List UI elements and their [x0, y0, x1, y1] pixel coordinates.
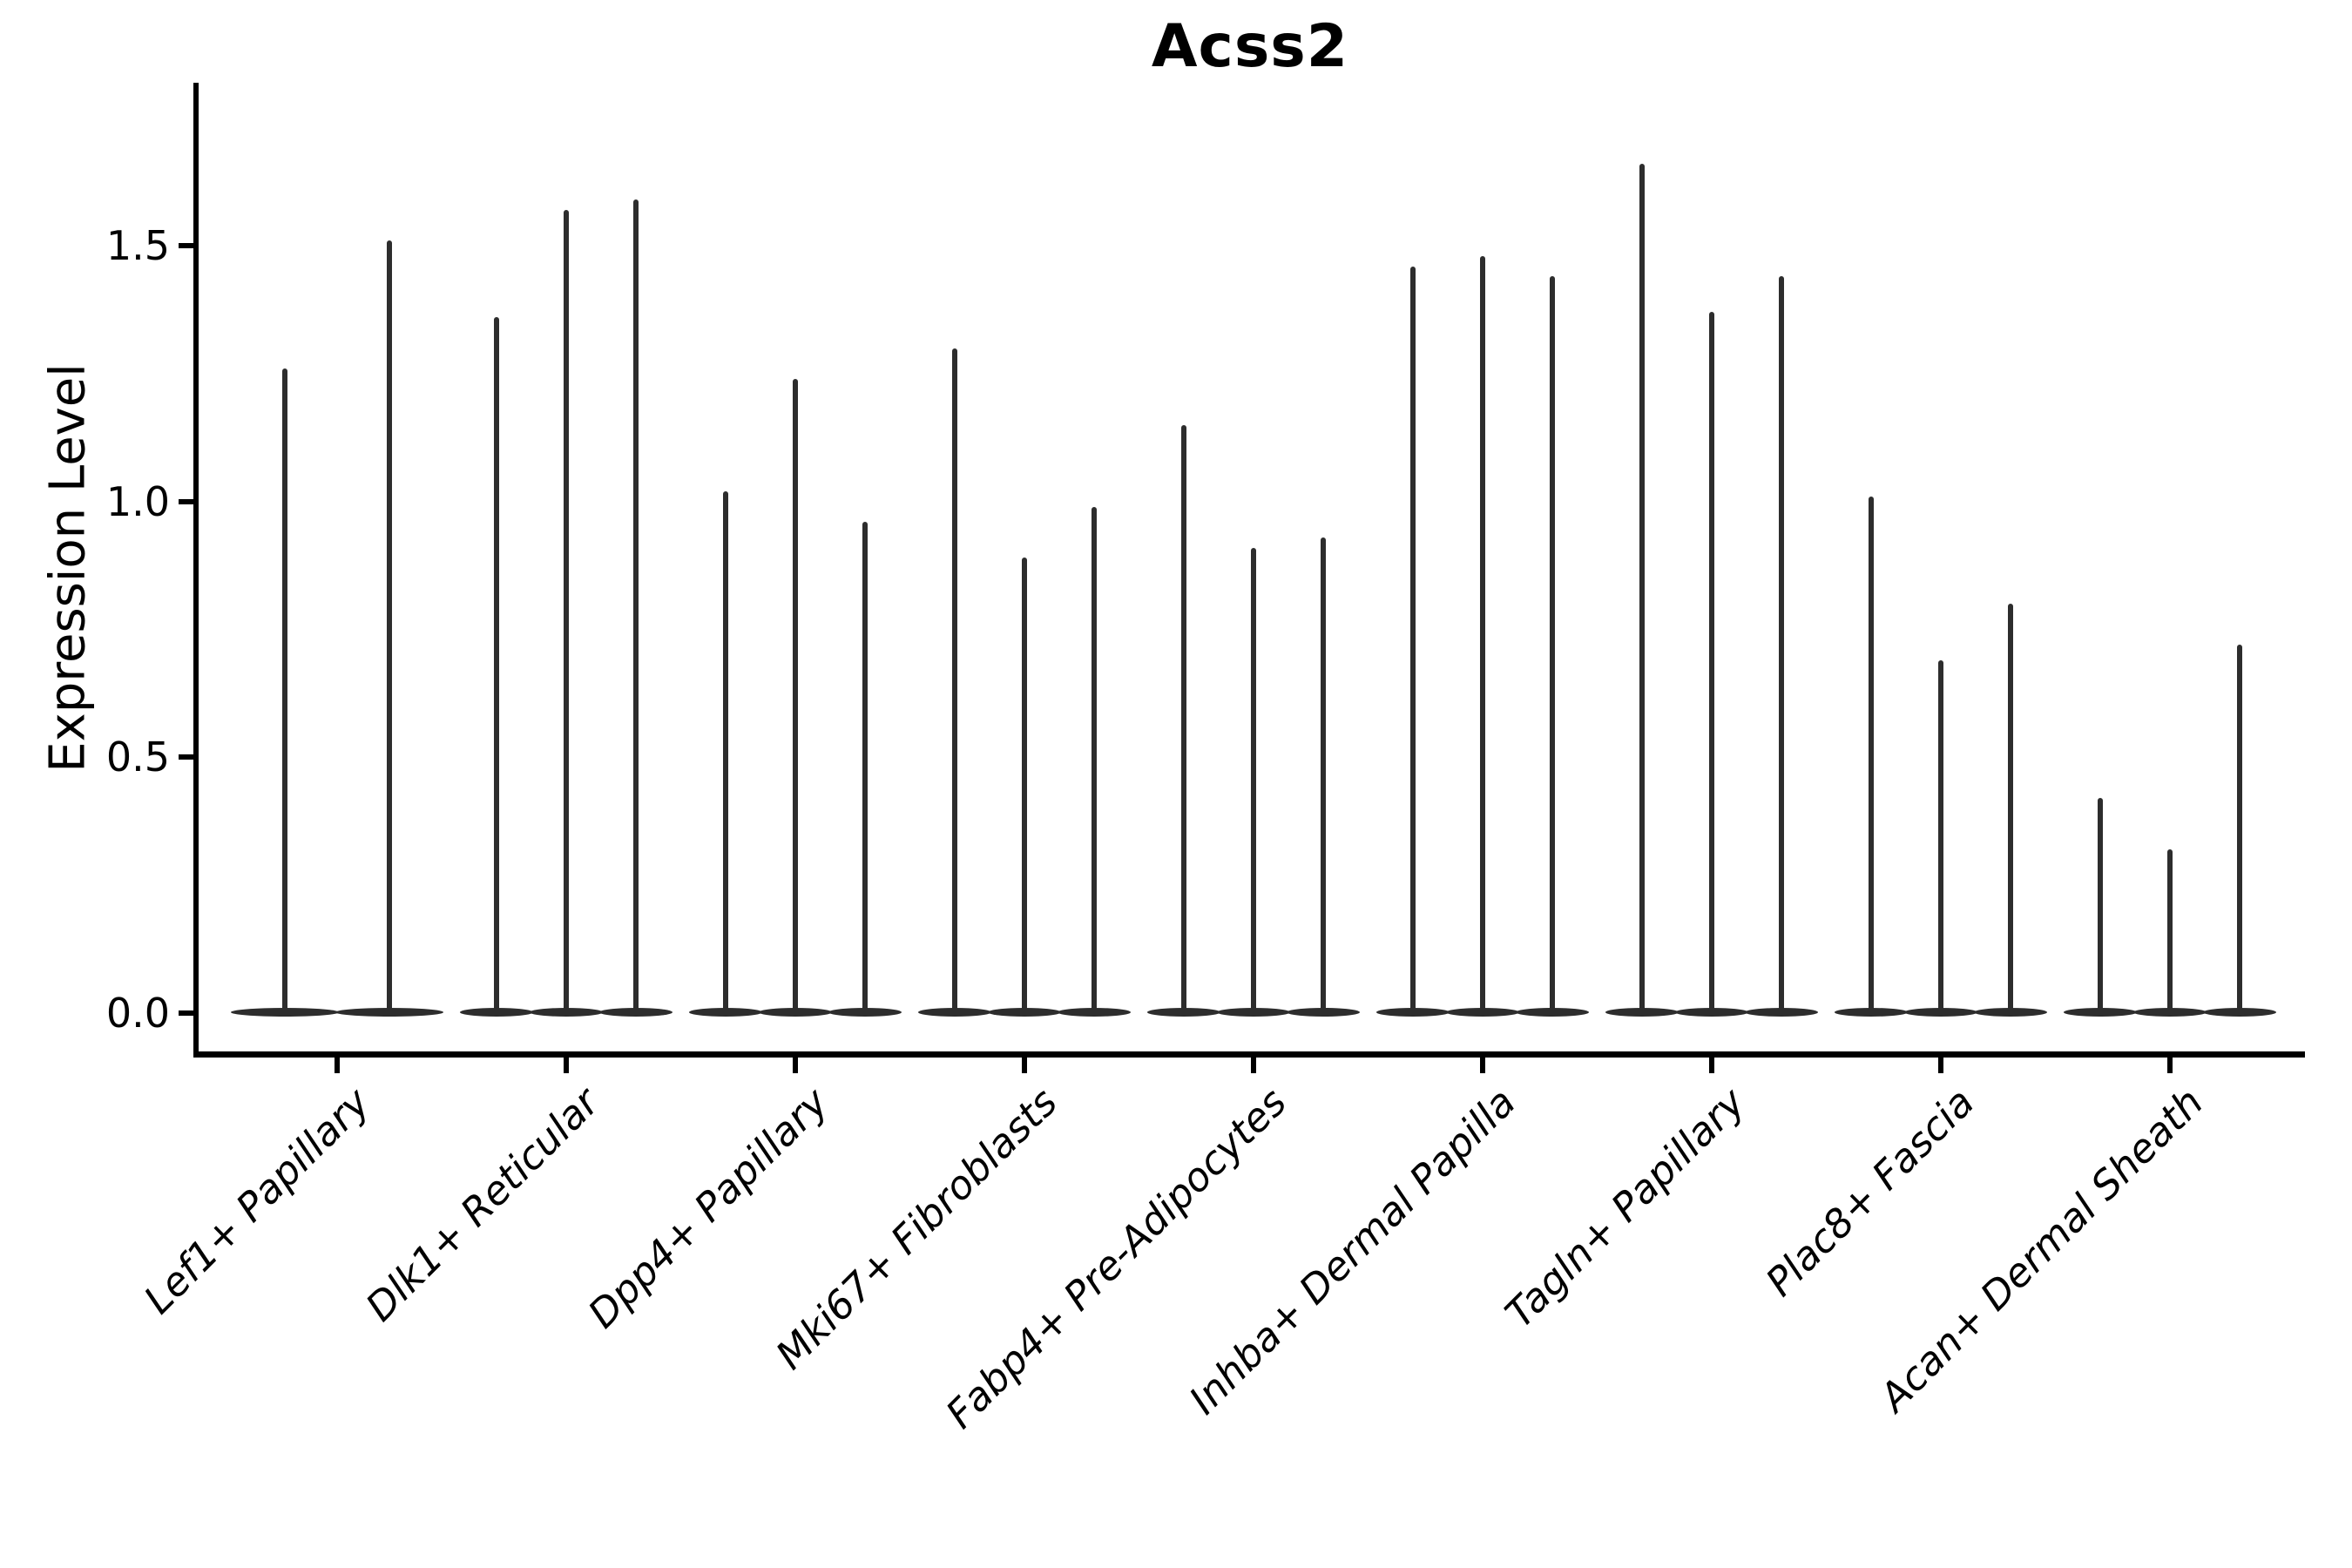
violin-base	[1745, 1008, 1818, 1017]
violin-base	[2203, 1008, 2276, 1017]
x-tick-mark	[2167, 1054, 2173, 1073]
violin-base	[460, 1008, 533, 1017]
x-tick-mark	[1251, 1054, 1256, 1073]
violin-spike	[1938, 659, 1943, 1011]
violin-spike	[793, 378, 798, 1011]
x-tick-mark	[564, 1054, 569, 1073]
y-tick-label: 0.5	[105, 733, 170, 781]
x-tick-mark	[1709, 1054, 1714, 1073]
violin-spike	[2167, 849, 2173, 1011]
violin-base	[1376, 1008, 1450, 1017]
x-tick-label: Tagln+ Papillary	[1496, 1078, 1754, 1337]
violin-spike	[1092, 506, 1097, 1011]
x-tick-mark	[1480, 1054, 1485, 1073]
violin-spike	[2237, 645, 2242, 1011]
violin-spike	[1779, 276, 1784, 1011]
violin-spike	[1251, 547, 1256, 1011]
violin-base	[1904, 1008, 1977, 1017]
violin-spike	[2098, 798, 2103, 1011]
violin-spike	[1550, 276, 1555, 1011]
x-tick-label: Dlk1+ Reticular	[356, 1078, 609, 1330]
y-axis-label: Expression Level	[39, 363, 97, 773]
violin-base	[1516, 1008, 1589, 1017]
violin-spike	[633, 199, 639, 1011]
x-tick-label: Lef1+ Papillary	[135, 1078, 380, 1323]
violin-spike	[1480, 255, 1485, 1011]
violin-spike	[1181, 424, 1186, 1011]
violin-base	[1446, 1008, 1519, 1017]
violin-base	[335, 1008, 443, 1017]
violin-spike	[2008, 604, 2013, 1011]
violin-base	[2064, 1008, 2137, 1017]
x-tick-label: Dpp4+ Papillary	[578, 1078, 838, 1337]
violin-spike	[282, 368, 287, 1011]
x-axis-line	[193, 1051, 2305, 1058]
violin-base	[231, 1008, 339, 1017]
x-tick-mark	[335, 1054, 340, 1073]
violin-base	[988, 1008, 1061, 1017]
violin-base	[2133, 1008, 2207, 1017]
violin-spike	[1639, 164, 1645, 1011]
violin-base	[530, 1008, 603, 1017]
violin-base	[689, 1008, 762, 1017]
violin-base	[1835, 1008, 1908, 1017]
violin-spike	[1869, 496, 1874, 1011]
y-tick-label: 1.0	[105, 477, 170, 525]
y-tick-mark	[179, 1010, 196, 1016]
violin-base	[1147, 1008, 1220, 1017]
violin-spike	[1321, 537, 1326, 1011]
y-tick-mark	[179, 754, 196, 760]
chart-title: Acss2	[1151, 12, 1349, 81]
violin-base	[1974, 1008, 2047, 1017]
violin-spike	[1410, 266, 1416, 1011]
violin-spike	[494, 317, 499, 1011]
violin-base	[918, 1008, 991, 1017]
violin-base	[828, 1008, 902, 1017]
x-tick-label: Plac8+ Fascia	[1756, 1078, 1984, 1306]
x-tick-mark	[793, 1054, 798, 1073]
violin-base	[1058, 1008, 1131, 1017]
violin-spike	[1709, 312, 1714, 1011]
violin-base	[1675, 1008, 1748, 1017]
violin-base	[1217, 1008, 1290, 1017]
violin-spike	[387, 240, 392, 1011]
y-tick-label: 0.0	[105, 990, 170, 1037]
x-tick-mark	[1022, 1054, 1027, 1073]
violin-spike	[723, 490, 728, 1011]
x-tick-mark	[1938, 1054, 1943, 1073]
violin-base	[759, 1008, 832, 1017]
y-tick-mark	[179, 243, 196, 249]
violin-base	[1605, 1008, 1679, 1017]
y-tick-mark	[179, 498, 196, 504]
violin-spike	[862, 522, 868, 1011]
violin-spike	[952, 348, 957, 1011]
y-axis-line	[193, 83, 199, 1056]
violin-base	[1287, 1008, 1360, 1017]
violin-base	[599, 1008, 672, 1017]
violin-spike	[564, 209, 569, 1011]
y-tick-label: 1.5	[105, 222, 170, 270]
violin-spike	[1022, 558, 1027, 1011]
